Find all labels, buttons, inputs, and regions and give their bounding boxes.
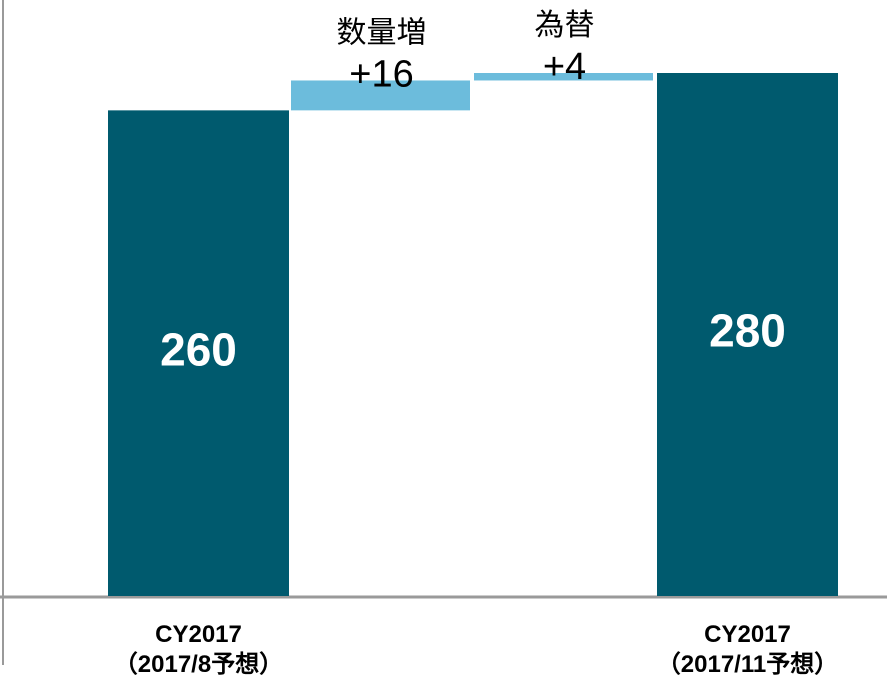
- value-label: 280: [709, 305, 786, 357]
- increase-bar: [291, 80, 470, 111]
- value-label: +16: [349, 54, 413, 96]
- category-label: 数量増: [337, 16, 427, 49]
- total-bar: [108, 110, 289, 596]
- total-bar: [657, 73, 838, 596]
- category-label: CY2017 （2017/11予想）: [656, 621, 839, 678]
- category-label: 為替: [535, 9, 595, 42]
- increase-bar: [474, 73, 653, 81]
- value-label: +4: [543, 46, 586, 88]
- category-label: CY2017 （2017/8予想）: [113, 621, 284, 678]
- value-label: 260: [160, 323, 237, 375]
